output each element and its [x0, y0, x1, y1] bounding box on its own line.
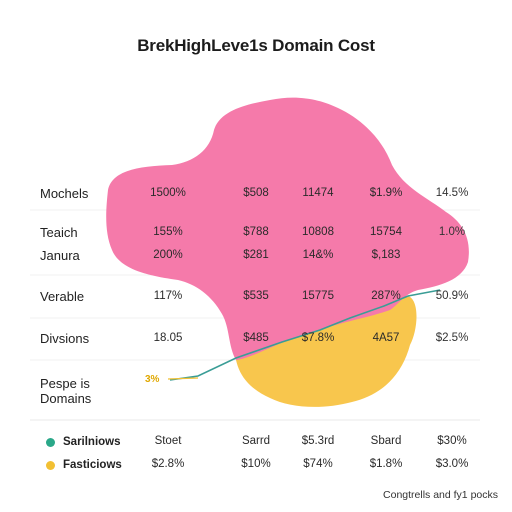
annotation-leader-line: [167, 377, 199, 380]
annotation-label: 3%: [145, 374, 160, 385]
legend-value: $30%: [437, 435, 467, 447]
legend-label: Sarilniows: [63, 436, 121, 448]
legend-value: Stoet: [154, 435, 182, 447]
legend-value: $1.8%: [369, 458, 403, 470]
legend-swatch: [46, 437, 55, 447]
legend-value: $10%: [241, 458, 271, 470]
series-trend-line: [169, 289, 441, 381]
legend-value: Sarrd: [241, 435, 271, 447]
legend-value: $3.0%: [435, 458, 469, 470]
legend-item: Sarilniows: [46, 433, 173, 451]
chart-title: BrekHighLeve1s Domain Cost: [137, 36, 375, 55]
legend-value: $5.3rd: [301, 435, 335, 447]
footnote: Congtrells and fy1 pocks: [383, 489, 498, 501]
legend-value: Sbard: [370, 435, 402, 447]
legend-item: Fasticiows: [46, 456, 173, 474]
area-series-yellow: [236, 296, 417, 407]
legend-label: Fasticiows: [63, 459, 122, 471]
legend-value: $2.8%: [151, 458, 185, 470]
legend-value: $74%: [303, 458, 333, 470]
area-series-pink: [106, 97, 469, 360]
legend-swatch: [46, 460, 55, 470]
